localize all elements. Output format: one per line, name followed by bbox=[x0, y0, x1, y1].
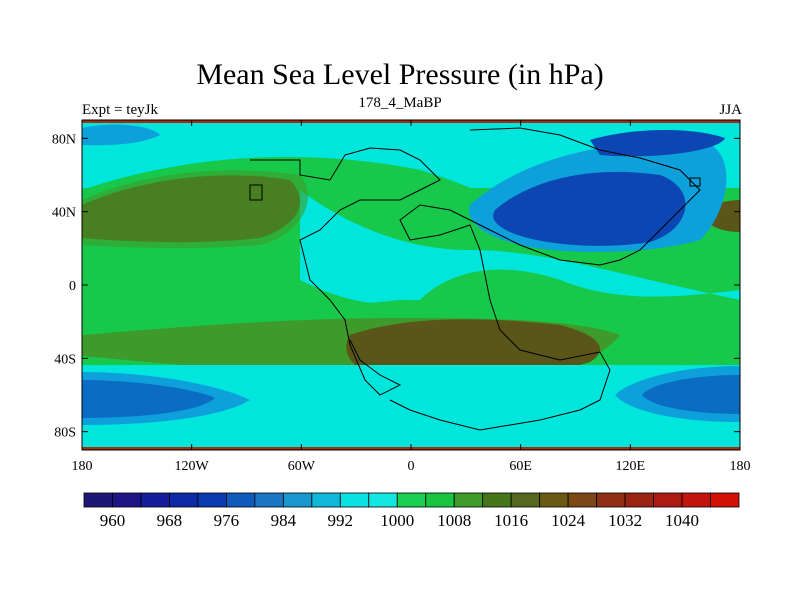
season-label: JJA bbox=[719, 102, 742, 118]
colorbar-swatch bbox=[596, 492, 626, 508]
colorbar-label: 968 bbox=[157, 511, 183, 530]
colorbar-label: 992 bbox=[328, 511, 354, 530]
x-tick-label: 120W bbox=[175, 459, 210, 474]
colorbar: 960 968 976 984 992 1000 1008 1016 1024 1032 1040 bbox=[83, 492, 740, 530]
colorbar-swatch bbox=[83, 492, 113, 508]
x-tick-label: 60W bbox=[288, 459, 316, 474]
coastline-small-islands bbox=[249, 177, 701, 201]
field-tropical-ocean bbox=[300, 190, 740, 304]
y-tick-label: 80S bbox=[54, 426, 76, 441]
colorbar-label: 1016 bbox=[494, 511, 528, 530]
x-tick-label: 0 bbox=[408, 459, 415, 474]
colorbar-label: 1032 bbox=[608, 511, 642, 530]
field-arctic-west-low bbox=[82, 124, 160, 146]
colorbar-label: 1008 bbox=[437, 511, 471, 530]
colorbar-swatch bbox=[282, 492, 313, 508]
colorbar-swatch bbox=[681, 492, 711, 508]
colorbar-swatch bbox=[710, 492, 740, 508]
field-north-low-dark bbox=[493, 171, 686, 246]
colorbar-label: 1024 bbox=[551, 511, 586, 530]
colorbar-swatch bbox=[112, 492, 142, 508]
y-tick-label: 80N bbox=[52, 132, 76, 147]
x-axis: 180 120W 60W 0 60E 120E 180 bbox=[72, 120, 751, 474]
colorbar-swatch bbox=[140, 492, 170, 508]
field-north-atlantic-green bbox=[82, 170, 308, 249]
colorbar-label: 960 bbox=[100, 511, 126, 530]
colorbar-label: 1000 bbox=[380, 511, 414, 530]
y-tick-label: 0 bbox=[69, 279, 76, 294]
colorbar-swatch bbox=[169, 492, 199, 508]
colorbar-swatch bbox=[225, 492, 256, 508]
colorbar-swatch bbox=[482, 492, 512, 508]
colorbar-label: 1040 bbox=[665, 511, 699, 530]
x-tick-label: 180 bbox=[72, 459, 93, 474]
colorbar-swatch bbox=[197, 492, 227, 508]
colorbar-label: 984 bbox=[271, 511, 297, 530]
colorbar-swatch bbox=[311, 492, 341, 508]
colorbar-swatch bbox=[539, 492, 569, 508]
field-south-low-west-dark bbox=[82, 380, 215, 418]
colorbar-swatch bbox=[453, 492, 484, 508]
experiment-label: Expt = teyJk bbox=[82, 102, 158, 118]
coastlines bbox=[249, 127, 701, 431]
colorbar-swatch bbox=[368, 492, 398, 508]
coastline-eurasia-africa bbox=[389, 127, 701, 431]
y-tick-label: 40N bbox=[52, 206, 76, 221]
y-tick-label: 40S bbox=[54, 352, 76, 367]
x-tick-label: 180 bbox=[730, 459, 751, 474]
colorbar-swatch bbox=[425, 492, 455, 508]
coastline-americas bbox=[250, 147, 441, 396]
y-axis: 80N 40N 0 40S 80S bbox=[52, 132, 740, 441]
colorbar-label: 976 bbox=[214, 511, 240, 530]
field-arctic-low bbox=[590, 129, 725, 157]
colorbar-swatch bbox=[396, 492, 427, 508]
colorbar-swatch bbox=[567, 492, 598, 508]
x-tick-label: 60E bbox=[509, 459, 532, 474]
colorbar-swatch bbox=[254, 492, 284, 508]
pressure-field bbox=[82, 120, 740, 450]
colorbar-swatch bbox=[510, 492, 541, 508]
field-south-high-core bbox=[346, 319, 600, 380]
colorbar-swatch bbox=[624, 492, 654, 508]
x-tick-label: 120E bbox=[616, 459, 646, 474]
colorbar-swatch bbox=[653, 492, 683, 508]
colorbar-swatch bbox=[339, 492, 370, 508]
field-south-low-east-dark bbox=[642, 375, 740, 414]
chart-title: Mean Sea Level Pressure (in hPa) bbox=[196, 58, 604, 91]
period-label: 178_4_MaBP bbox=[358, 95, 442, 111]
